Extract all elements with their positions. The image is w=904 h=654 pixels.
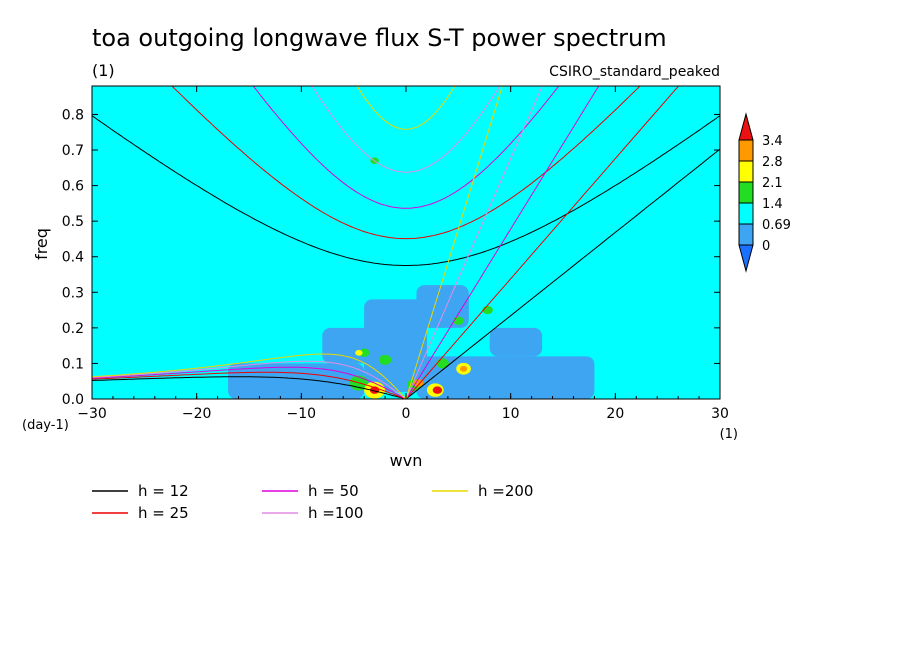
y-axis-label: freq — [32, 228, 51, 260]
y-tick-label: 0.7 — [62, 143, 84, 159]
y-axis-units: (day-1) — [22, 418, 69, 433]
power-peak-11 — [459, 365, 468, 372]
legend-label-h25: h = 25 — [138, 504, 189, 522]
x-tick-label: −20 — [182, 406, 212, 422]
colorbar-swatch — [738, 181, 754, 204]
legend-label-h12: h = 12 — [138, 482, 189, 500]
colorbar-swatch — [738, 139, 754, 162]
power-peak-8 — [432, 386, 443, 394]
colorbar-swatch — [738, 202, 754, 225]
colorbar-swatch — [738, 223, 754, 246]
legend-label-h100: h =100 — [308, 504, 363, 522]
colorbar-label: 2.8 — [762, 155, 783, 170]
x-axis: −30 −20 −10 0 10 20 30 — [77, 86, 729, 422]
kelvin-curve-h200 — [405, 86, 503, 399]
power-peak-15 — [355, 349, 363, 356]
y-tick-label: 0.1 — [62, 356, 84, 372]
gravity-curve-h25 — [171, 86, 641, 240]
y-tick-label: 0.2 — [62, 321, 84, 337]
x-tick-label: −30 — [77, 406, 107, 422]
kelvin-curve-h100 — [405, 86, 543, 399]
y-tick-label: 0.0 — [62, 392, 84, 408]
rossby-curve-h25 — [92, 371, 407, 399]
x-tick-label: 20 — [606, 406, 624, 422]
chart-subtitle-units: (1) — [92, 61, 115, 80]
x-tick-label: 10 — [502, 406, 520, 422]
colorbar-label: 2.1 — [762, 176, 783, 191]
x-axis-label: wvn — [390, 451, 423, 470]
x-tick-label: 30 — [711, 406, 729, 422]
low-power-region-2 — [364, 299, 427, 392]
legend-label-h200: h =200 — [478, 482, 533, 500]
gravity-curve-h200 — [356, 86, 456, 130]
x-tick-label: 0 — [402, 406, 411, 422]
chart-title: toa outgoing longwave flux S-T power spe… — [92, 24, 667, 52]
kelvin-curve-h12 — [405, 148, 720, 399]
colorbar: 3.4 2.8 2.1 1.4 0.69 0 — [738, 112, 791, 273]
rossby-curve-h200 — [92, 353, 407, 399]
y-tick-label: 0.3 — [62, 285, 84, 301]
kelvin-curve-h25 — [405, 86, 680, 399]
y-tick-label: 0.4 — [62, 250, 84, 266]
rossby-curve-h12 — [92, 376, 407, 399]
low-power-region-5 — [489, 327, 543, 357]
colorbar-label: 0.69 — [762, 218, 791, 233]
gravity-curve-h12 — [92, 115, 720, 266]
colorbar-max-arrow — [738, 112, 754, 141]
rossby-curve-h100 — [92, 360, 407, 399]
y-tick-label: 0.6 — [62, 179, 84, 195]
chart-subtitle-model: CSIRO_standard_peaked — [549, 64, 720, 80]
kelvin-curve-h50 — [405, 86, 600, 399]
power-peak-3 — [378, 354, 392, 365]
power-peak-4 — [358, 348, 370, 357]
colorbar-label: 0 — [762, 239, 770, 254]
y-tick-label: 0.8 — [62, 107, 84, 123]
colorbar-label: 3.4 — [762, 134, 783, 149]
plot-area — [92, 86, 720, 399]
curve-legend: h = 12 h = 25 h = 50 h =100 h =200 — [92, 482, 533, 522]
x-axis-units: (1) — [720, 427, 738, 442]
dispersion-curves — [92, 86, 720, 399]
colorbar-min-arrow — [738, 244, 754, 273]
power-peak-6 — [413, 379, 424, 387]
rossby-curve-h50 — [92, 366, 407, 399]
gravity-curve-h100 — [311, 86, 501, 173]
y-tick-label: 0.5 — [62, 214, 84, 230]
x-tick-label: −10 — [287, 406, 317, 422]
y-axis: 0.0 0.1 0.2 0.3 0.4 0.5 0.6 0.7 0.8 — [62, 107, 720, 408]
colorbar-label: 1.4 — [762, 197, 783, 212]
gravity-curve-h50 — [252, 86, 560, 209]
colorbar-swatch — [738, 160, 754, 183]
legend-label-h50: h = 50 — [308, 482, 359, 500]
